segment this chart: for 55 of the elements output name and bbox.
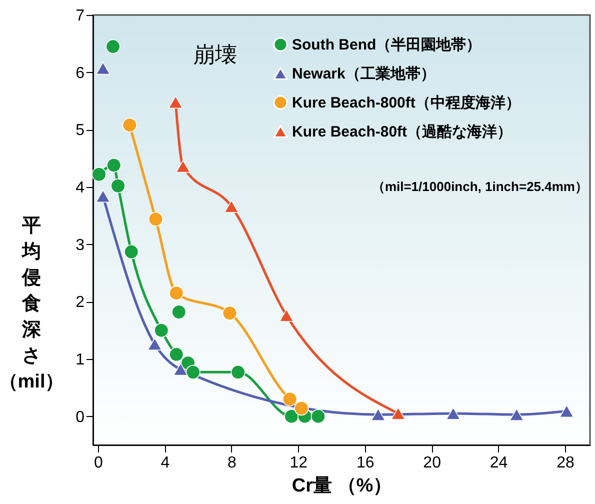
point — [186, 364, 200, 380]
point — [172, 304, 186, 320]
annotation: 崩壊 — [193, 42, 237, 67]
annotation: （mil=1/1000inch, 1inch=25.4mm） — [372, 179, 588, 194]
point — [390, 407, 406, 420]
point — [279, 309, 294, 322]
y-tick-label: 3 — [76, 236, 85, 254]
x-tick-label: 0 — [94, 454, 104, 472]
y-tick-label: 2 — [76, 294, 85, 312]
point — [509, 408, 524, 421]
point — [446, 407, 461, 420]
point — [169, 347, 184, 362]
point — [370, 408, 386, 421]
point — [169, 286, 184, 300]
x-tick-label: 8 — [227, 454, 236, 472]
x-tick-label: 12 — [290, 454, 308, 472]
y-axis-title: 平均侵食深さ（mil） — [0, 216, 64, 392]
point — [224, 200, 239, 213]
point — [154, 323, 169, 338]
y-tick-label: 7 — [76, 8, 85, 24]
point — [106, 158, 122, 172]
x-tick-label: 16 — [356, 454, 374, 472]
legend-label: Newark（工業地帯） — [292, 66, 436, 82]
x-tick-label: 4 — [160, 454, 170, 472]
x-axis-title: Cr量 （%） — [292, 476, 392, 496]
y-tick-label: 4 — [76, 180, 85, 196]
point — [310, 409, 326, 424]
y-tick-label: 6 — [76, 64, 85, 82]
y-tick-label: 0 — [76, 408, 85, 426]
point — [92, 167, 106, 182]
x-tick-label: 28 — [556, 454, 574, 472]
point — [122, 118, 137, 132]
point — [294, 401, 309, 416]
x-tick-label: 24 — [490, 454, 508, 472]
point — [559, 404, 574, 418]
point — [124, 244, 139, 260]
point — [96, 190, 110, 203]
point — [222, 306, 238, 320]
point — [282, 392, 298, 406]
point — [106, 39, 120, 54]
legend-label: Kure Beach-800ft（中程度海洋） — [292, 94, 520, 112]
legend-label: Kure Beach-80ft（過酷な海洋） — [292, 124, 512, 140]
point — [148, 212, 163, 226]
legend-label: South Bend（半田園地帯） — [292, 36, 482, 54]
point — [173, 362, 188, 376]
point — [110, 178, 126, 194]
point — [230, 364, 246, 380]
point — [147, 338, 162, 350]
y-tick-label: 1 — [76, 352, 85, 368]
point — [168, 96, 183, 109]
x-tick-label: 20 — [423, 454, 442, 472]
point — [284, 409, 299, 424]
point — [176, 160, 190, 173]
point — [96, 62, 110, 75]
y-tick-label: 5 — [76, 122, 85, 140]
